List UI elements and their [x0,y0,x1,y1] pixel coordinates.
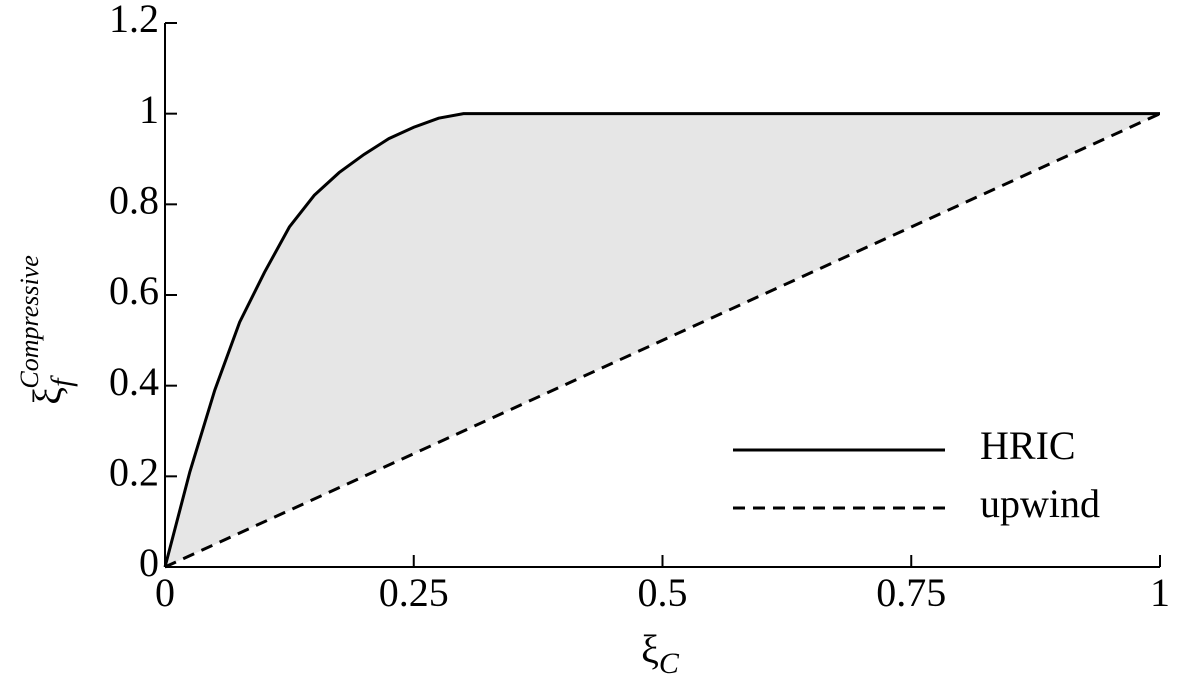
series-line [164,112,1161,569]
y-tick-label: 0.4 [109,359,159,404]
y-label-subscript: f [45,375,78,387]
x-axis-label: ξC [641,627,680,680]
y-tick-label: 0.6 [109,268,159,313]
y-tick-label: 1 [139,87,159,132]
y-tick-label: 0 [139,540,159,585]
y-label-base: ξ [25,387,70,405]
y-label-superscript: Compressive [15,255,44,388]
legend-label: HRIC [980,423,1076,468]
y-tick-label: 0.2 [109,450,159,495]
x-tick-label: 0.75 [876,570,946,615]
x-tick-label: 1 [1150,570,1170,615]
x-tick-label: 0 [155,570,175,615]
x-tick-label: 0.25 [379,570,449,615]
y-axis-label: ξfCompressive [15,255,78,405]
series-line [163,112,1160,568]
y-tick-label: 0.8 [109,178,159,223]
x-tick-label: 0.5 [638,570,688,615]
y-tick-label: 1.2 [109,0,159,41]
x-label-base: ξ [641,627,659,672]
x-label-subscript: C [659,647,680,680]
legend-label: upwind [980,481,1100,526]
